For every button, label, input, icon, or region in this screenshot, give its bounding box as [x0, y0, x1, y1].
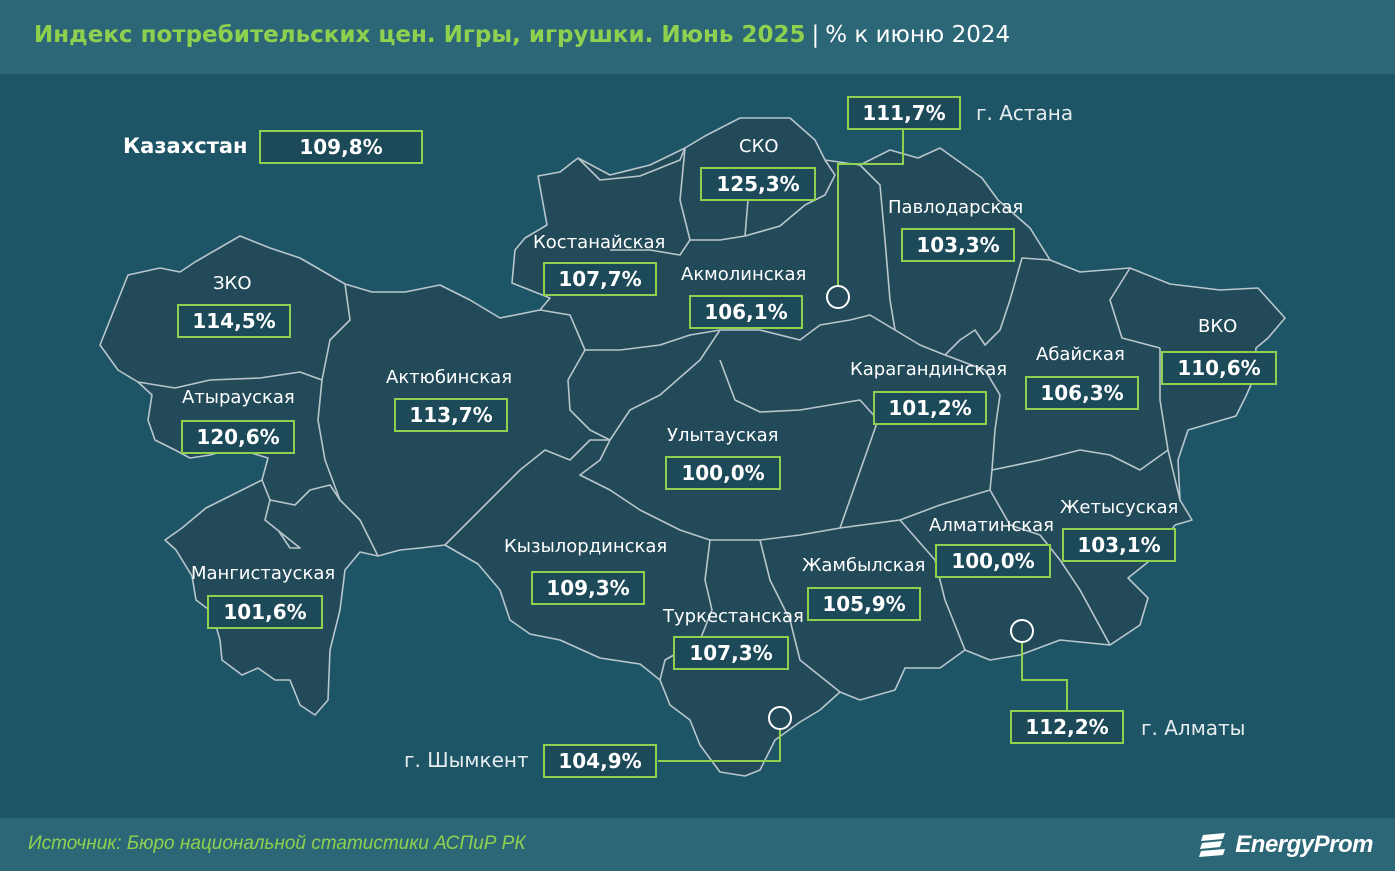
header-bar: Индекс потребительских цен. Игры, игрушк…: [0, 0, 1395, 74]
region-label-turkestan: Туркестанская: [663, 606, 804, 627]
border-zko-atyrau: [137, 371, 323, 389]
region-label-zko: ЗКО: [213, 273, 252, 294]
logo-text: EnergyProm: [1235, 831, 1373, 858]
region-label-pavlodar: Павлодарская: [888, 197, 1024, 218]
region-label-almaty-obl: Алматинская: [929, 515, 1055, 536]
border-kostanay-north: [577, 147, 686, 181]
region-value-atyrau: 120,6%: [181, 420, 295, 454]
city-value-almaty: 112,2%: [1010, 710, 1124, 744]
region-value-ulytau: 100,0%: [665, 456, 781, 490]
border-mangistau-atyrau2: [264, 499, 301, 549]
title-separator: |: [811, 22, 820, 48]
city-value-astana: 111,7%: [847, 96, 961, 130]
border-akmola-pavlodar: [859, 164, 896, 331]
brand-logo: EnergyProm: [1197, 827, 1373, 863]
border-karaganda-zhetysu: [991, 449, 1169, 471]
region-value-kostanay: 107,7%: [543, 262, 657, 296]
city-label-almaty: г. Алматы: [1141, 716, 1246, 740]
border-pavlodar-karaganda: [894, 329, 946, 356]
border-abay-vko2: [1159, 348, 1181, 501]
border-aktobe-kyzylorda: [444, 439, 610, 546]
city-value-shymkent: 104,9%: [543, 744, 657, 778]
shymkent-leader-line: [658, 730, 781, 762]
border-ulytau-karaganda: [609, 329, 721, 441]
region-label-akmola: Акмолинская: [681, 264, 807, 285]
country-value: 109,8%: [259, 130, 423, 164]
region-value-abay: 106,3%: [1025, 376, 1139, 410]
region-label-abay: Абайская: [1036, 344, 1125, 365]
border-kyzylorda-turkestan: [659, 539, 713, 681]
region-value-almaty-obl: 100,0%: [935, 544, 1051, 578]
region-label-kostanay: Костанайская: [533, 232, 666, 253]
region-value-akmola: 106,1%: [689, 295, 803, 329]
border-ulytau-zhambyl: [710, 419, 879, 541]
border-pavlodar-abay: [944, 257, 1051, 356]
border-aktobe-kostanay: [539, 309, 611, 441]
region-label-aktobe: Актюбинская: [386, 367, 513, 388]
region-value-vko: 110,6%: [1161, 351, 1277, 385]
border-zhambyl-almaty: [899, 519, 966, 651]
region-label-sko: СКО: [739, 136, 779, 157]
city-label-shymkent: г. Шымкент: [404, 748, 529, 772]
region-value-zhetysu: 103,1%: [1062, 528, 1176, 562]
region-label-atyrau: Атырауская: [182, 387, 295, 408]
border-karaganda-almaty: [839, 469, 993, 529]
region-label-zhambyl: Жамбылская: [802, 555, 926, 576]
region-value-pavlodar: 103,3%: [901, 228, 1015, 262]
region-label-mangistau: Мангистауская: [191, 563, 336, 584]
region-value-aktobe: 113,7%: [394, 398, 508, 432]
astana-marker-icon: [826, 285, 850, 309]
border-karaganda-abay: [944, 354, 1001, 471]
map-area: [0, 74, 1395, 818]
kazakhstan-map: [99, 117, 1286, 777]
region-label-zhetysu: Жетысуская: [1060, 497, 1179, 518]
border-akmola-karaganda: [720, 314, 896, 341]
region-value-mangistau: 101,6%: [207, 595, 323, 629]
region-label-vko: ВКО: [1198, 316, 1238, 337]
region-value-zhambyl: 105,9%: [807, 587, 921, 621]
page-title: Индекс потребительских цен. Игры, игрушк…: [34, 22, 1010, 48]
border-kostanay-akmola: [610, 239, 691, 256]
source-text: Источник: Бюро национальной статистики А…: [28, 833, 526, 854]
region-value-kyzylorda: 109,3%: [531, 571, 645, 605]
almaty-marker-icon: [1010, 619, 1034, 643]
border-karaganda-ulytau2: [719, 359, 879, 421]
border-ulytau-kyzylorda: [579, 439, 711, 541]
border-zko-aktobe: [317, 283, 379, 557]
region-value-karaganda: 101,2%: [873, 391, 987, 425]
region-value-zko: 114,5%: [177, 304, 291, 338]
title-unit: % к июню 2024: [825, 22, 1011, 48]
border-turkestan-zhambyl: [759, 539, 841, 693]
country-label: Казахстан: [123, 134, 248, 158]
border-kostanay-ulytau: [585, 329, 721, 351]
energyprom-logo-icon: [1199, 833, 1226, 857]
footer-bar: Источник: Бюро национальной статистики А…: [0, 818, 1395, 871]
region-value-sko: 125,3%: [700, 167, 816, 201]
border-atyrau-mangistau: [261, 479, 341, 506]
region-label-ulytau: Улытауская: [667, 425, 779, 446]
title-text: Индекс потребительских цен. Игры, игрушк…: [34, 22, 806, 48]
region-label-kyzylorda: Кызылординская: [504, 536, 668, 557]
border-abay-vko: [1109, 267, 1161, 349]
astana-leader-line: [837, 128, 904, 285]
region-value-turkestan: 107,3%: [673, 636, 789, 670]
region-label-karaganda: Карагандинская: [850, 359, 1008, 380]
city-label-astana: г. Астана: [976, 101, 1074, 125]
almaty-leader-line: [1021, 643, 1068, 710]
shymkent-marker-icon: [768, 706, 792, 730]
